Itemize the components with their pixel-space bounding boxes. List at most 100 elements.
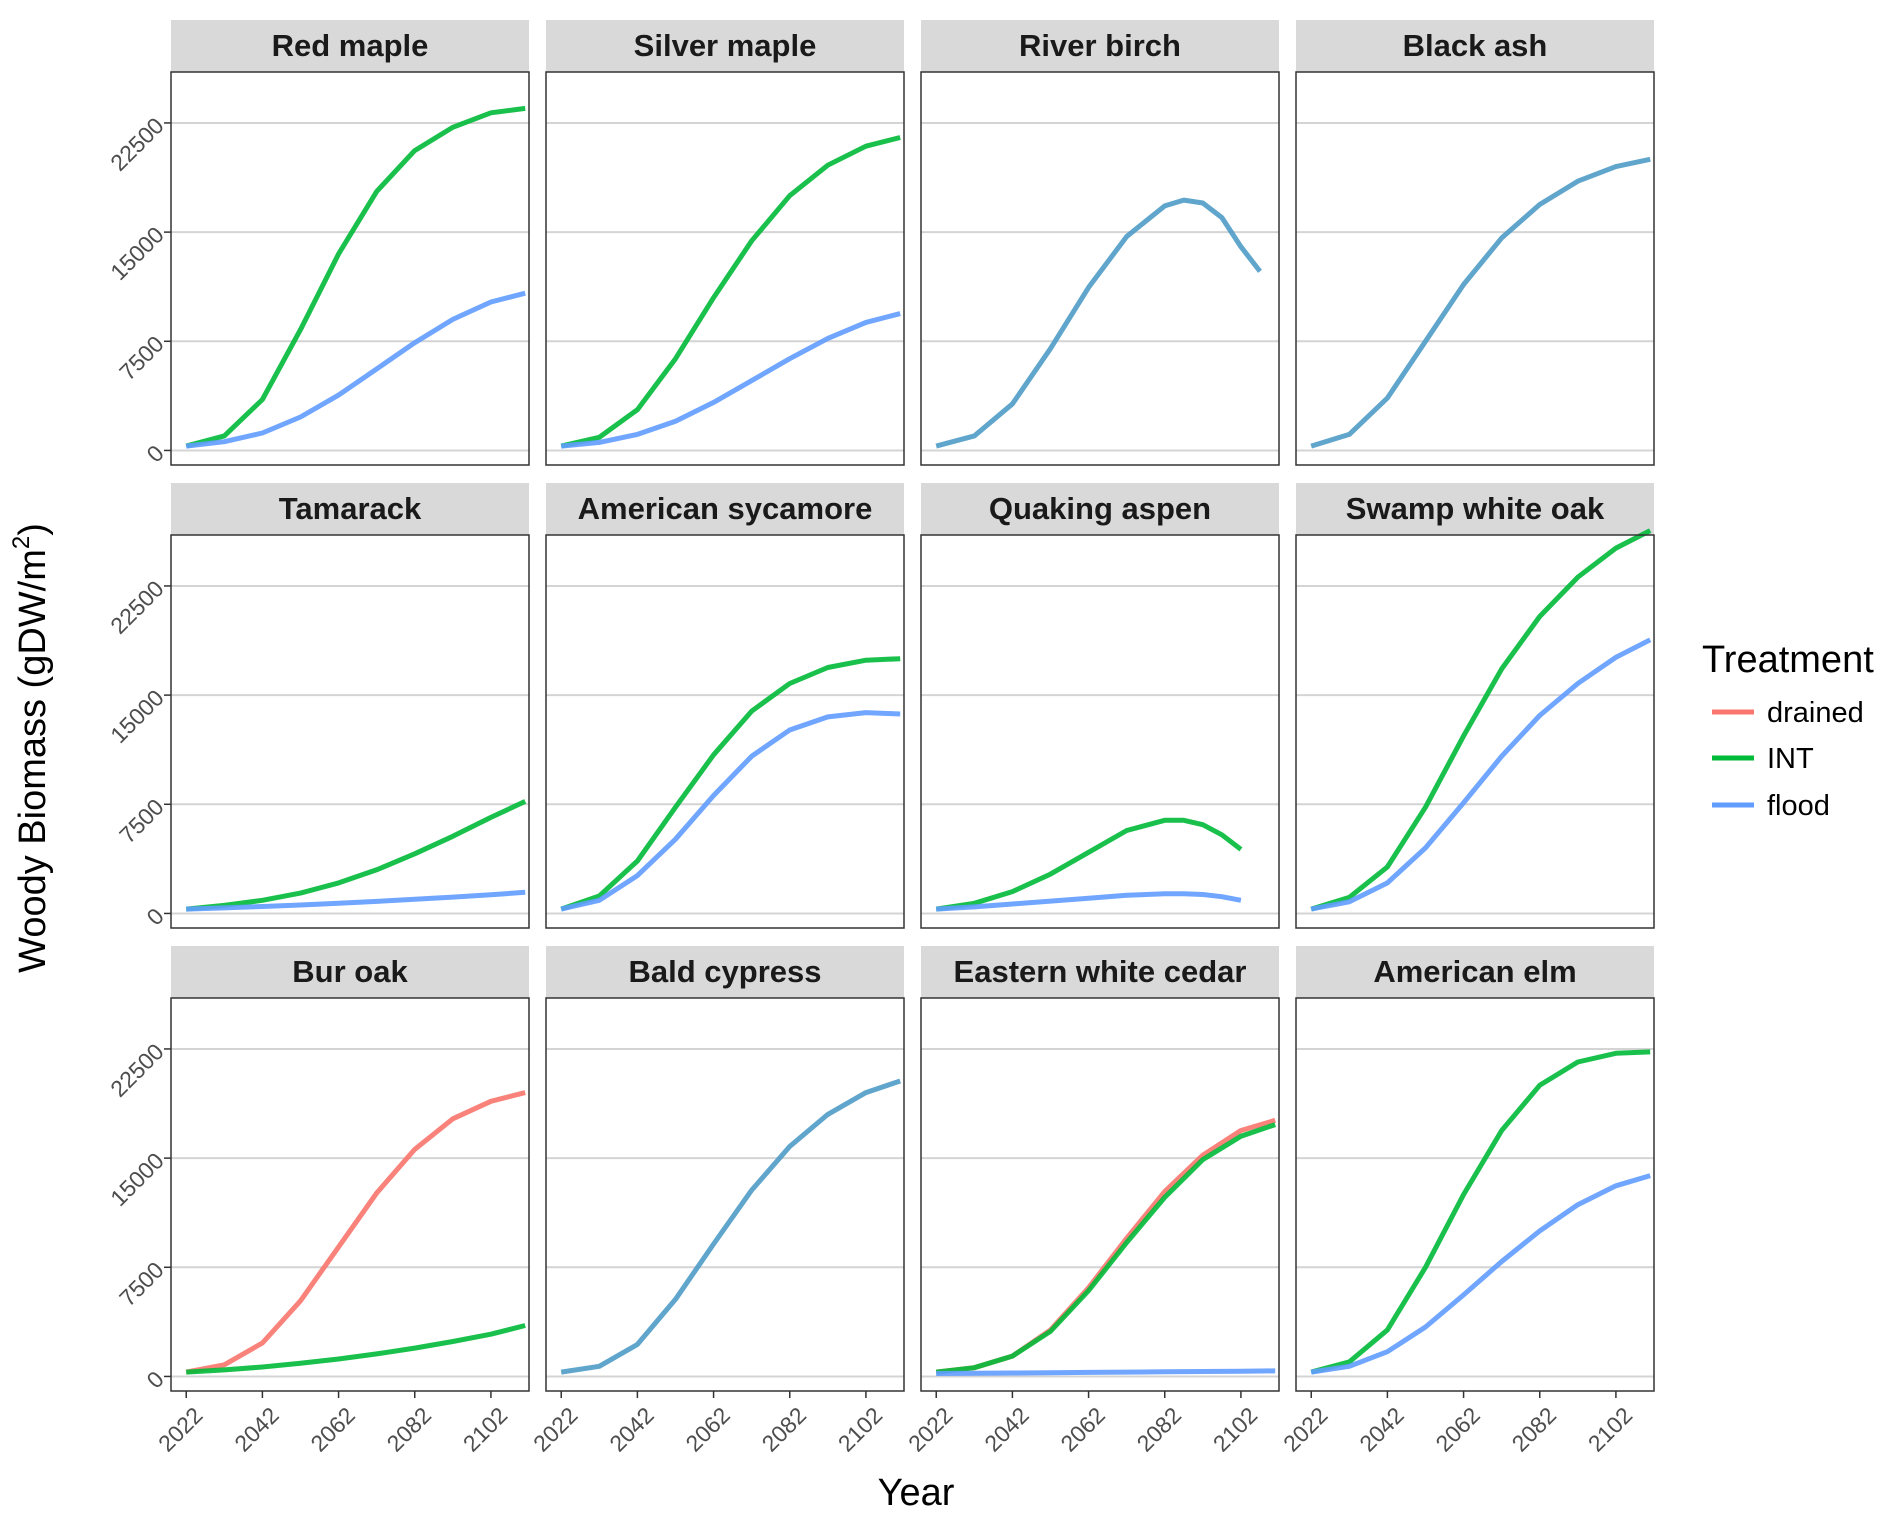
panel-title-american-elm: American elm [1373, 954, 1576, 989]
series-line-flood-swamp-white-oak [1310, 637, 1652, 912]
strip-tamarack [171, 483, 529, 535]
panel-border-bur-oak [170, 997, 530, 1392]
panel-title-swamp-white-oak: Swamp white oak [1346, 491, 1605, 526]
strip-quaking-aspen [921, 483, 1279, 535]
plot-area-swamp-white-oak [1296, 535, 1654, 928]
series-line-int-tamarack [185, 799, 527, 912]
y-tick-label-22500: 22500 [105, 112, 169, 176]
panel-title-black-ash: Black ash [1403, 28, 1548, 63]
panel-border-red-maple [170, 71, 530, 466]
plot-area-bur-oak [171, 998, 529, 1391]
plot-area-eastern-white-cedar [921, 998, 1279, 1391]
series-line-blended-black-ash [1310, 156, 1651, 449]
plot-area-red-maple [171, 72, 529, 465]
series-line-flood-tamarack [186, 889, 526, 912]
y-axis-title-close: ) [12, 523, 54, 536]
panel-title-bur-oak: Bur oak [292, 954, 408, 989]
x-tick-label-2022: 2022 [903, 1402, 958, 1457]
x-tick-label-2062: 2062 [305, 1402, 360, 1457]
y-tick-label-22500: 22500 [105, 575, 169, 639]
y-tick-label-7500: 7500 [114, 794, 169, 849]
x-tick-label-2042: 2042 [604, 1402, 659, 1457]
plot-area-american-sycamore [546, 535, 904, 928]
strip-swamp-white-oak [1296, 483, 1654, 535]
x-tick-label-2022: 2022 [528, 1402, 583, 1457]
y-tick-label-15000: 15000 [105, 1148, 169, 1212]
x-tick-label-2042: 2042 [979, 1402, 1034, 1457]
panel-title-quaking-aspen: Quaking aspen [989, 491, 1211, 526]
series-line-int-swamp-white-oak [1310, 528, 1652, 912]
panel-title-red-maple: Red maple [272, 28, 429, 63]
strip-silver-maple [546, 20, 904, 72]
series-line-int-quaking-aspen [935, 817, 1243, 912]
strip-bur-oak [171, 946, 529, 998]
x-tick-label-2042: 2042 [229, 1402, 284, 1457]
panel-border-bald-cypress [545, 997, 905, 1392]
x-tick-label-2062: 2062 [1055, 1402, 1110, 1457]
panels-layer: Red maple 0 7500 15000 22500 Silver maple Rive… [105, 20, 1655, 1457]
series-line-flood-eastern-white-cedar [936, 1368, 1276, 1376]
strip-red-maple [171, 20, 529, 72]
x-tick-label-2082: 2082 [382, 1402, 437, 1457]
panel-border-swamp-white-oak [1295, 534, 1655, 929]
strip-black-ash [1296, 20, 1654, 72]
series-line-flood-silver-maple [560, 311, 901, 449]
x-tick-label-2042: 2042 [1354, 1402, 1409, 1457]
y-tick-label-7500: 7500 [114, 331, 169, 386]
series-line-blended-bald-cypress [560, 1078, 902, 1375]
plot-area-bald-cypress [546, 998, 904, 1391]
panel-title-eastern-white-cedar: Eastern white cedar [954, 954, 1247, 989]
panel-title-bald-cypress: Bald cypress [629, 954, 822, 989]
x-tick-label-2022: 2022 [1278, 1402, 1333, 1457]
series-line-flood-american-sycamore [560, 710, 901, 912]
y-tick-label-0: 0 [141, 1366, 168, 1393]
panel-border-black-ash [1295, 71, 1655, 466]
panel-swamp-white-oak: Swamp white oak [1295, 483, 1655, 929]
legend-title: Treatment [1702, 639, 1874, 681]
panel-title-silver-maple: Silver maple [634, 28, 817, 63]
series-line-int-american-elm [1310, 1049, 1651, 1375]
panel-border-american-elm [1295, 997, 1655, 1392]
series-line-int-silver-maple [560, 135, 901, 449]
y-axis-title-main: Woody Biomass (gDW/m [12, 549, 54, 973]
panel-title-tamarack: Tamarack [279, 491, 422, 526]
x-tick-label-2062: 2062 [680, 1402, 735, 1457]
panel-border-american-sycamore [545, 534, 905, 929]
y-tick-label-0: 0 [141, 440, 168, 467]
y-axis-title-sup: 2 [8, 536, 35, 549]
series-line-int-bur-oak [186, 1323, 526, 1375]
panel-title-river-birch: River birch [1019, 28, 1181, 63]
x-tick-label-2082: 2082 [757, 1402, 812, 1457]
y-tick-label-15000: 15000 [105, 222, 169, 286]
x-tick-label-2102: 2102 [1583, 1402, 1638, 1457]
y-tick-label-15000: 15000 [105, 685, 169, 749]
x-tick-label-2082: 2082 [1132, 1402, 1187, 1457]
panel-red-maple: Red maple 0 7500 15000 22500 [105, 20, 530, 467]
x-tick-label-2102: 2102 [458, 1402, 513, 1457]
x-tick-label-2102: 2102 [833, 1402, 888, 1457]
plot-area-quaking-aspen [921, 535, 1279, 928]
panel-quaking-aspen: Quaking aspen [920, 483, 1280, 929]
strip-river-birch [921, 20, 1279, 72]
plot-area-tamarack [171, 535, 529, 928]
strip-eastern-white-cedar [921, 946, 1279, 998]
plot-area-silver-maple [546, 72, 904, 465]
legend-label-drained: drained [1767, 697, 1864, 729]
series-line-int-american-sycamore [560, 656, 901, 912]
panel-bald-cypress: Bald cypress 2022 2042 2062 2082 2102 [528, 946, 905, 1457]
strip-bald-cypress [546, 946, 904, 998]
panel-border-quaking-aspen [920, 534, 1280, 929]
panel-american-sycamore: American sycamore [545, 483, 905, 929]
panel-title-american-sycamore: American sycamore [578, 491, 873, 526]
strip-american-sycamore [546, 483, 904, 535]
x-tick-label-2102: 2102 [1208, 1402, 1263, 1457]
panel-tamarack: Tamarack 0 7500 15000 22500 [105, 483, 530, 930]
series-line-blended-river-birch [935, 197, 1262, 449]
legend-label-flood: flood [1767, 790, 1830, 822]
panel-border-tamarack [170, 534, 530, 929]
panel-border-river-birch [920, 71, 1280, 466]
series-line-int-eastern-white-cedar [935, 1122, 1277, 1375]
series-line-drained-bur-oak [185, 1090, 526, 1375]
